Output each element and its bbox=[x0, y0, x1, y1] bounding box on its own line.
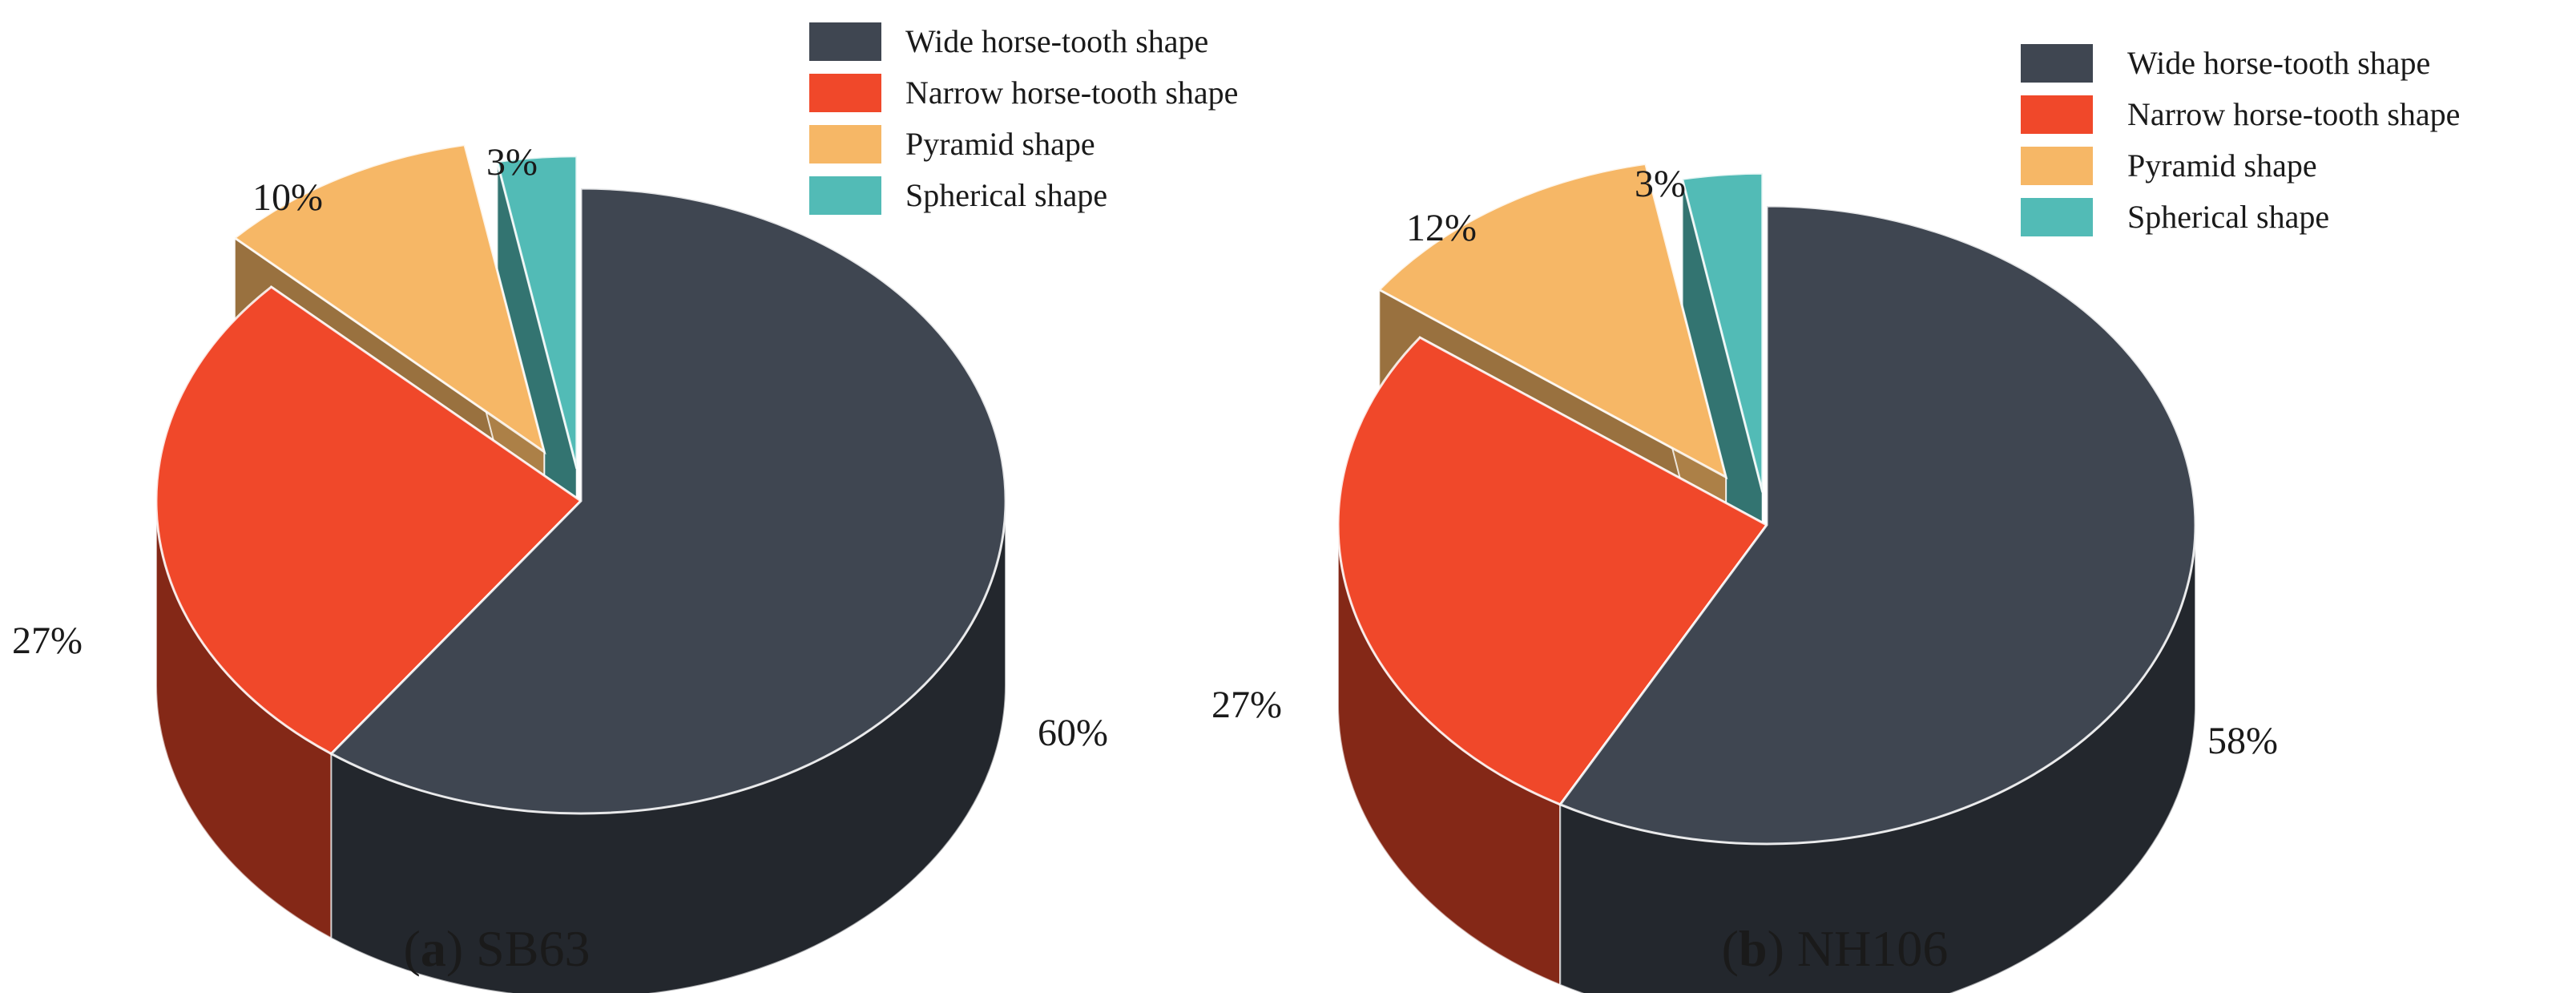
pie-slice-wide-top bbox=[1558, 204, 2197, 846]
legend-label-spherical: Spherical shape bbox=[2127, 199, 2329, 235]
pie-slice-spherical-top bbox=[1680, 172, 1764, 493]
legend-swatch-wide bbox=[2021, 44, 2093, 83]
pie-slice-wide bbox=[329, 187, 1007, 993]
legend-swatch-wide bbox=[809, 22, 881, 61]
pie-slice-wide bbox=[1558, 204, 2197, 993]
caption-letter-b: b bbox=[1739, 920, 1768, 977]
data-label-pyramid: 12% bbox=[1406, 207, 1477, 249]
data-label-wide: 58% bbox=[2207, 720, 2278, 762]
legend-label-pyramid: Pyramid shape bbox=[2127, 147, 2317, 184]
legend-label-pyramid: Pyramid shape bbox=[905, 126, 1095, 162]
legend-label-spherical: Spherical shape bbox=[905, 177, 1107, 213]
legend-label-wide: Wide horse-tooth shape bbox=[2127, 45, 2430, 81]
pie-slice-wide-top bbox=[329, 187, 1007, 815]
data-label-spherical: 3% bbox=[486, 141, 538, 184]
caption-a: (a) SB63 bbox=[404, 920, 591, 977]
legend-label-narrow: Narrow horse-tooth shape bbox=[2127, 96, 2460, 132]
caption-label-b: NH106 bbox=[1797, 920, 1948, 977]
legend-swatch-narrow bbox=[2021, 95, 2093, 134]
pie-slice-pyramid-top bbox=[1377, 162, 1728, 480]
pie-slice-pyramid-top bbox=[232, 143, 546, 455]
pie-slice-narrow-top bbox=[155, 285, 583, 756]
pie-slice-spherical-top bbox=[495, 155, 578, 470]
caption-b: (b) NH106 bbox=[1722, 920, 1949, 977]
legend-swatch-spherical bbox=[809, 176, 881, 215]
data-label-spherical: 3% bbox=[1635, 163, 1686, 205]
data-label-pyramid: 10% bbox=[252, 176, 323, 219]
legend-swatch-spherical bbox=[2021, 198, 2093, 236]
caption-letter-a: a bbox=[421, 920, 446, 977]
legend-label-wide: Wide horse-tooth shape bbox=[905, 23, 1208, 59]
pie-slices-a bbox=[155, 143, 1007, 993]
legend-b: Wide horse-tooth shape Narrow horse-toot… bbox=[2021, 44, 2460, 236]
legend-label-narrow: Narrow horse-tooth shape bbox=[905, 75, 1238, 111]
legend-swatch-narrow bbox=[809, 74, 881, 112]
pie-slices-b bbox=[1336, 162, 2197, 993]
caption-label-a: SB63 bbox=[476, 920, 590, 977]
pie-slice-narrow-top bbox=[1336, 336, 1769, 806]
legend-swatch-pyramid bbox=[2021, 147, 2093, 185]
data-label-narrow: 27% bbox=[1211, 684, 1282, 726]
pie-chart-a: Wide horse-tooth shape Narrow horse-toot… bbox=[12, 22, 1238, 993]
pie-chart-b: Wide horse-tooth shape Narrow horse-toot… bbox=[1211, 44, 2460, 993]
data-label-wide: 60% bbox=[1038, 712, 1108, 754]
legend-a: Wide horse-tooth shape Narrow horse-toot… bbox=[809, 22, 1238, 215]
legend-swatch-pyramid bbox=[809, 125, 881, 163]
data-label-narrow: 27% bbox=[12, 620, 83, 662]
